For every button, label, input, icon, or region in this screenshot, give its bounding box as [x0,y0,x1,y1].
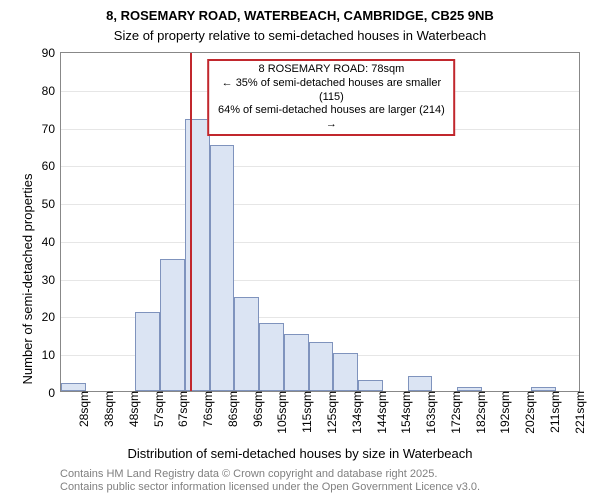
x-tick-label: 192sqm [494,391,512,434]
footer-line: Contains HM Land Registry data © Crown c… [60,468,480,481]
x-tick-label: 154sqm [395,391,413,434]
histogram-bar [160,259,185,391]
plot-area: 010203040506070809028sqm38sqm48sqm57sqm6… [60,52,580,392]
histogram-bar [358,380,383,391]
chart-container: 8, ROSEMARY ROAD, WATERBEACH, CAMBRIDGE,… [0,0,600,500]
annotation-line: 64% of semi-detached houses are larger (… [216,104,448,132]
histogram-bar [259,323,284,391]
histogram-bar [185,119,210,391]
chart-title: 8, ROSEMARY ROAD, WATERBEACH, CAMBRIDGE,… [0,8,600,23]
y-tick-label: 20 [42,310,61,324]
y-axis-label: Number of semi-detached properties [20,174,35,385]
x-tick-label: 163sqm [420,391,438,434]
chart-subtitle: Size of property relative to semi-detach… [0,28,600,43]
y-tick-label: 50 [42,197,61,211]
x-tick-label: 57sqm [148,391,166,427]
footer-attribution: Contains HM Land Registry data © Crown c… [60,468,480,494]
x-tick-label: 115sqm [296,391,314,433]
x-tick-label: 172sqm [445,391,463,434]
y-tick-label: 10 [42,348,61,362]
x-tick-label: 38sqm [98,391,116,427]
x-tick-label: 202sqm [519,391,537,434]
annotation-line: 8 ROSEMARY ROAD: 78sqm [216,63,448,77]
footer-line: Contains public sector information licen… [60,481,480,494]
x-tick-label: 182sqm [470,391,488,434]
x-tick-label: 86sqm [222,391,240,427]
x-tick-label: 28sqm [73,391,91,427]
x-tick-label: 221sqm [569,391,587,434]
x-tick-label: 105sqm [271,391,289,434]
y-tick-label: 60 [42,159,61,173]
histogram-bar [61,383,86,391]
histogram-bar [210,145,235,391]
y-tick-label: 70 [42,122,61,136]
x-axis-label: Distribution of semi-detached houses by … [0,446,600,461]
x-tick-label: 67sqm [172,391,190,427]
annotation-box: 8 ROSEMARY ROAD: 78sqm← 35% of semi-deta… [208,59,456,136]
marker-line [190,53,192,391]
y-tick-label: 40 [42,235,61,249]
histogram-bar [408,376,433,391]
y-tick-label: 80 [42,84,61,98]
annotation-line: ← 35% of semi-detached houses are smalle… [216,77,448,105]
histogram-bar [135,312,160,391]
x-tick-label: 76sqm [197,391,215,427]
x-tick-label: 125sqm [321,391,339,434]
x-tick-label: 134sqm [346,391,364,434]
x-tick-label: 144sqm [371,391,389,434]
gridline [61,280,579,281]
histogram-bar [333,353,358,391]
x-tick-label: 96sqm [247,391,265,427]
gridline [61,204,579,205]
histogram-bar [234,297,259,391]
gridline [61,242,579,243]
y-tick-label: 30 [42,273,61,287]
x-tick-label: 48sqm [123,391,141,427]
y-tick-label: 0 [48,386,61,400]
histogram-bar [309,342,334,391]
y-tick-label: 90 [42,46,61,60]
x-tick-label: 211sqm [544,391,562,433]
histogram-bar [284,334,309,391]
gridline [61,166,579,167]
